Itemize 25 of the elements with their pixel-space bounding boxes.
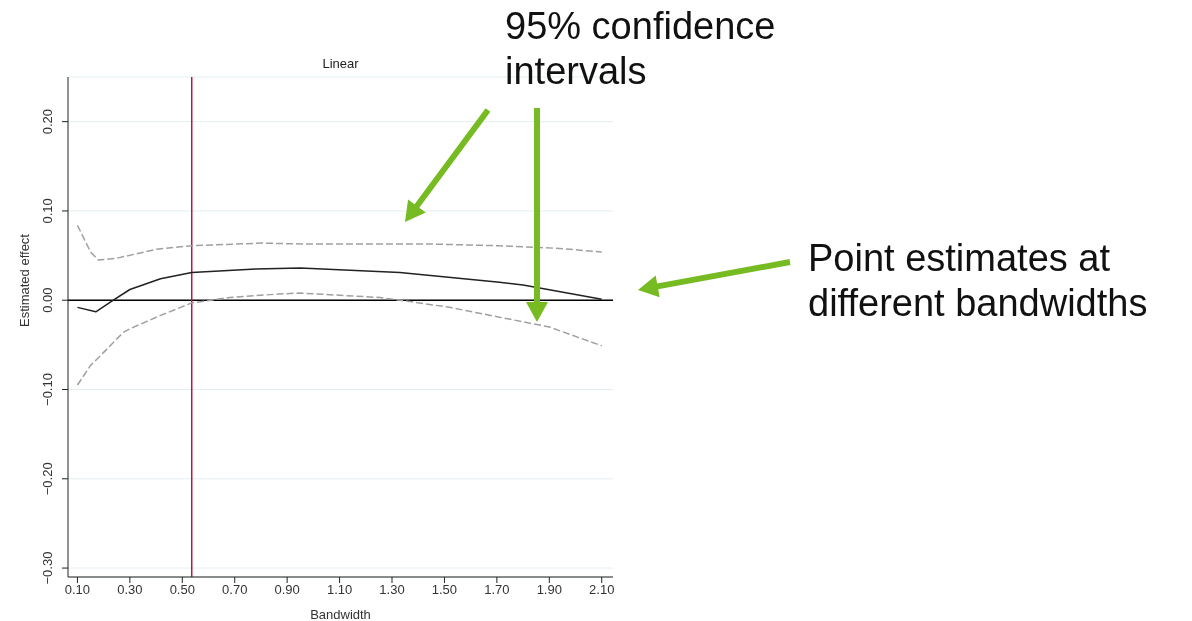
x-tick-label: 1.50 bbox=[431, 582, 458, 598]
y-tick-label: −0.10 bbox=[40, 373, 55, 406]
annotation: 95% confidence intervals bbox=[505, 4, 777, 94]
x-tick-label: 1.90 bbox=[536, 582, 562, 598]
x-tick-label: 0.30 bbox=[117, 582, 143, 598]
line-series bbox=[76, 224, 603, 261]
y-tick-label: 0.10 bbox=[40, 198, 55, 224]
x-tick-label: 0.70 bbox=[222, 582, 248, 598]
y-tick-label: 0.00 bbox=[40, 287, 55, 313]
line-series bbox=[76, 267, 603, 313]
x-tick-label: 0.90 bbox=[274, 582, 300, 598]
x-tick-label: 1.70 bbox=[484, 582, 510, 598]
x-tick-label: 2.10 bbox=[589, 582, 615, 598]
x-tick-label: 0.50 bbox=[169, 582, 195, 598]
y-axis-title: Estimated effect bbox=[16, 233, 32, 327]
y-tick-label: 0.20 bbox=[40, 108, 55, 135]
line-series bbox=[76, 292, 603, 386]
text: Point estimates at different bandwidths bbox=[808, 236, 1149, 326]
x-tick-label: 1.30 bbox=[379, 582, 405, 598]
x-tick-label: 1.10 bbox=[326, 582, 353, 598]
x-tick-label: 0.10 bbox=[64, 582, 91, 598]
chart-title: Linear bbox=[322, 56, 359, 71]
y-tick-label: −0.20 bbox=[40, 462, 55, 496]
x-axis-title: Bandwidth bbox=[310, 607, 371, 621]
y-tick-label: −0.30 bbox=[40, 551, 55, 585]
